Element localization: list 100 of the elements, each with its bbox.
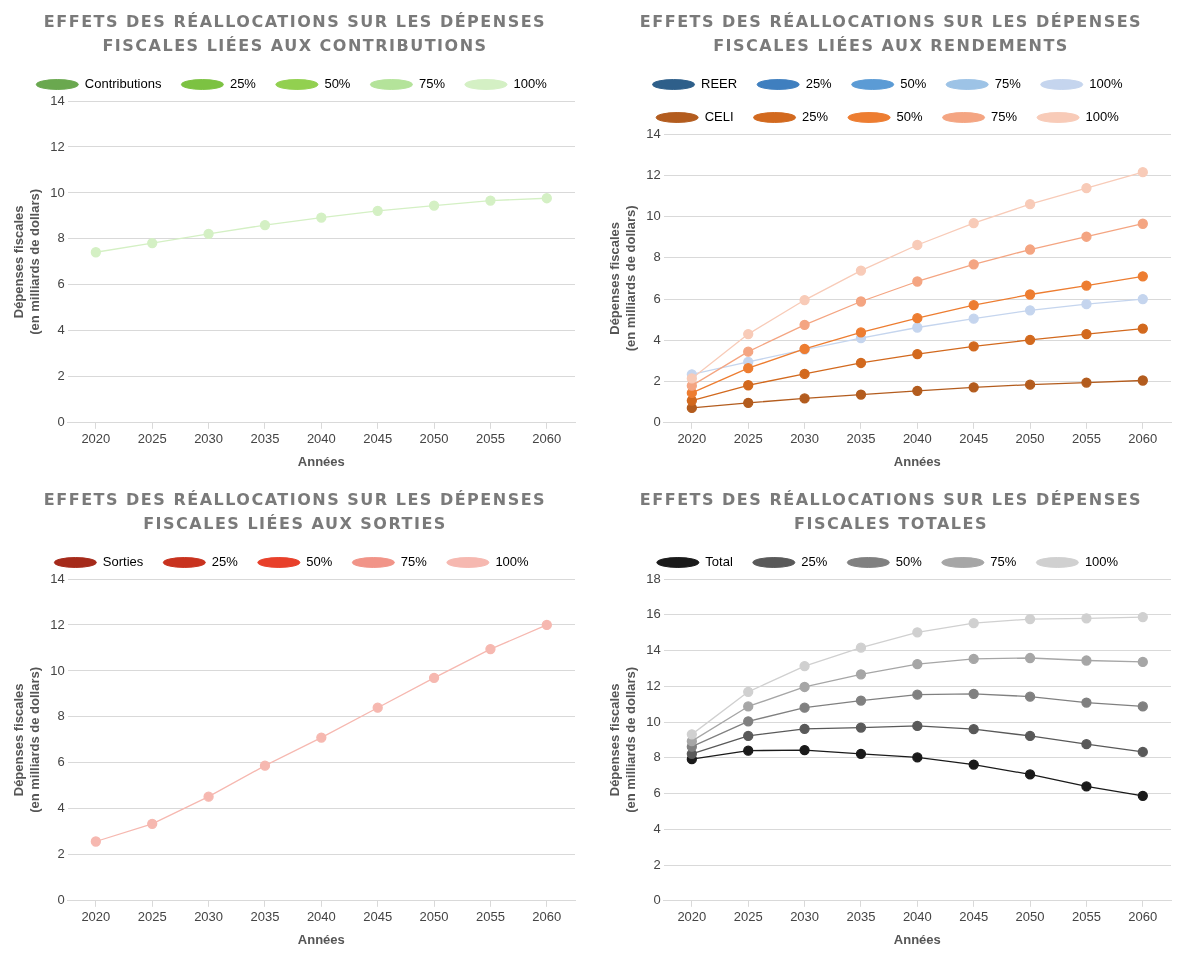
legend-label: 25%	[805, 76, 833, 92]
x-tick-label: 2035	[846, 431, 876, 447]
point	[968, 759, 979, 770]
y-tick-label: 12	[50, 616, 65, 632]
point	[743, 328, 754, 340]
y-tick-label: 14	[646, 642, 661, 658]
y-tick-label: 2	[57, 846, 65, 862]
x-tick-label: 2050	[419, 431, 449, 447]
point	[1137, 323, 1148, 334]
point	[912, 658, 923, 670]
point	[912, 313, 923, 324]
y-tick-label: 0	[57, 892, 65, 908]
point	[968, 341, 979, 352]
legend-label: 100%	[513, 76, 548, 92]
point	[1081, 697, 1092, 708]
y-tick-label: 8	[57, 230, 65, 246]
y-tick-label: 12	[50, 138, 65, 154]
x-tick-label: 2040	[902, 909, 932, 925]
legend-label: 25%	[211, 554, 239, 570]
point	[743, 380, 754, 391]
x-tick-label: 2055	[475, 431, 505, 447]
point	[912, 752, 923, 763]
point	[686, 729, 697, 740]
legend-label: 50%	[896, 109, 924, 125]
point	[968, 259, 979, 270]
point	[855, 669, 867, 680]
point	[1081, 781, 1092, 792]
y-tick-label: 2	[57, 368, 65, 384]
point	[316, 732, 327, 743]
point	[1081, 299, 1092, 310]
x-tick-label: 2025	[733, 431, 763, 447]
y-tick-label: 14	[646, 125, 661, 141]
point	[1081, 739, 1092, 750]
legend-label: 50%	[306, 554, 333, 570]
y-tick-label: 8	[57, 708, 65, 724]
y-tick-label: 8	[653, 249, 661, 265]
point	[1137, 701, 1148, 712]
x-tick-label: 2020	[677, 431, 707, 447]
point	[541, 193, 552, 204]
legend-label: 100%	[1089, 76, 1123, 92]
point	[743, 686, 754, 697]
point	[968, 653, 979, 665]
point	[855, 748, 867, 759]
point	[855, 357, 867, 369]
point	[743, 362, 754, 374]
point	[1024, 652, 1036, 664]
point	[855, 722, 867, 733]
x-tick-label: 2025	[137, 431, 167, 447]
point	[968, 300, 979, 311]
y-tick-label: 0	[653, 892, 661, 908]
point	[1024, 289, 1036, 300]
x-tick-label: 2055	[475, 909, 505, 925]
point	[485, 643, 496, 655]
x-axis-title: Années	[893, 453, 941, 469]
y-axis-title: Dépenses fiscales (en milliards de dollars)	[607, 666, 638, 813]
chart-title: EFFETS DES RÉALLOCATIONS SUR LES DÉPENSES FISCALES LIÉES AUX CONTRIBUTIONS	[42, 11, 548, 57]
chart-title: EFFETS DES RÉALLOCATIONS SUR LES DÉPENSES FISCALES LIÉES AUX SORTIES	[42, 489, 548, 535]
point	[912, 276, 923, 287]
point	[855, 695, 867, 706]
x-tick-label: 2030	[790, 909, 820, 925]
x-tick-label: 2050	[419, 909, 449, 925]
x-tick-label: 2040	[902, 431, 932, 447]
point	[90, 836, 101, 847]
point	[743, 730, 754, 742]
y-tick-label: 2	[653, 373, 661, 389]
x-tick-label: 2020	[81, 431, 111, 447]
y-tick-label: 12	[646, 677, 661, 693]
y-tick-label: 4	[653, 820, 661, 836]
point	[855, 265, 867, 276]
point	[912, 322, 923, 333]
x-tick-label: 2050	[1015, 909, 1045, 925]
y-tick-label: 14	[50, 570, 65, 586]
point	[968, 724, 979, 735]
point	[855, 389, 867, 400]
y-tick-label: 4	[57, 800, 65, 816]
point	[1137, 218, 1148, 229]
x-tick-label: 2050	[1015, 431, 1045, 447]
legend-label: 75%	[994, 76, 1022, 92]
x-tick-label: 2055	[1071, 431, 1101, 447]
legend-label: 50%	[895, 554, 923, 570]
y-tick-label: 0	[653, 414, 661, 430]
x-tick-label: 2045	[959, 431, 989, 447]
x-tick-label: 2030	[194, 909, 224, 925]
y-tick-label: 10	[646, 208, 661, 224]
point	[1081, 182, 1092, 194]
x-tick-label: 2020	[677, 909, 707, 925]
point	[1024, 379, 1036, 390]
x-tick-label: 2035	[250, 909, 280, 925]
y-tick-label: 6	[57, 276, 65, 292]
x-tick-label: 2060	[1128, 909, 1158, 925]
point	[1024, 691, 1036, 702]
point	[372, 702, 383, 713]
point	[743, 701, 754, 712]
point	[855, 327, 867, 338]
legend-label: 75%	[418, 76, 446, 92]
point	[912, 385, 923, 396]
point	[1081, 377, 1092, 388]
point	[686, 373, 697, 384]
legend-label: 75%	[990, 554, 1017, 570]
y-tick-label: 4	[653, 331, 661, 347]
